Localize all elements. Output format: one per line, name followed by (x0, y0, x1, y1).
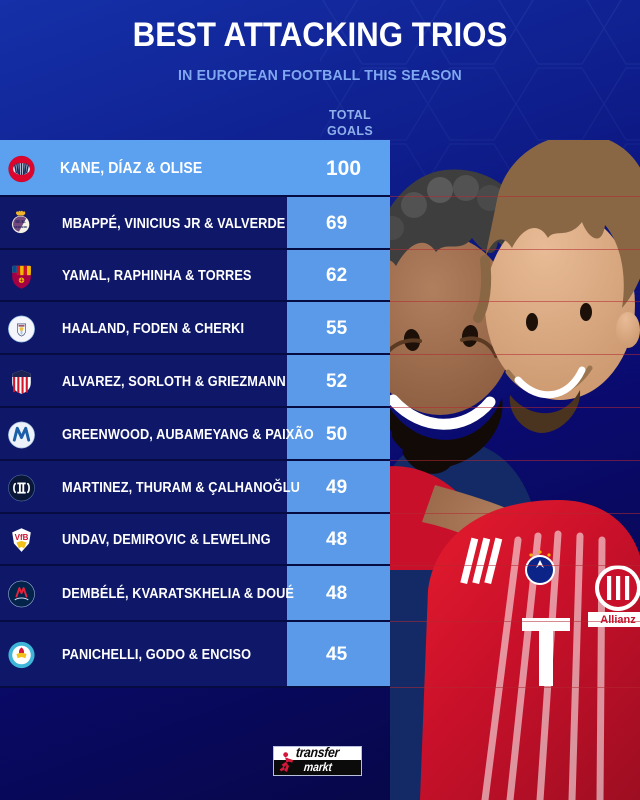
svg-text:MADRID: MADRID (14, 224, 28, 228)
svg-text:VfB: VfB (15, 533, 29, 542)
svg-text:REAL: REAL (15, 220, 26, 224)
